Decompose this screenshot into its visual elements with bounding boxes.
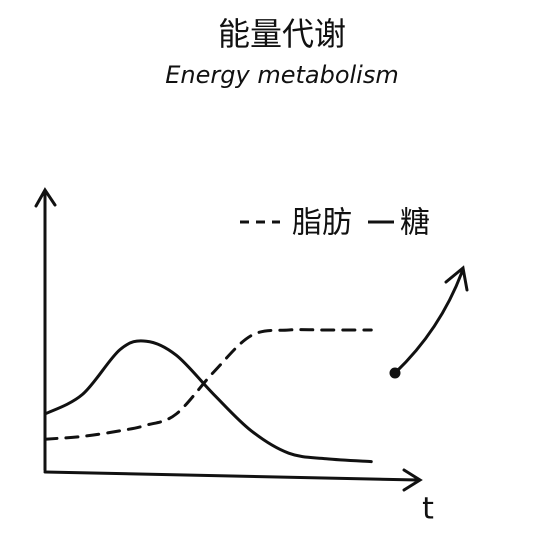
series-line xyxy=(43,328,373,441)
x-axis xyxy=(43,468,423,492)
series-line xyxy=(43,339,373,464)
arrow xyxy=(393,265,469,375)
legend-label: 脂肪 xyxy=(292,206,352,241)
legend-label: 糖 xyxy=(400,206,430,241)
legend: 脂肪 糖 xyxy=(240,206,430,241)
chart-title: 能量代谢 xyxy=(218,15,346,53)
x-axis-label: t xyxy=(422,492,434,527)
axes xyxy=(34,187,469,492)
y-axis xyxy=(34,187,57,472)
chart-subtitle: Energy metabolism xyxy=(165,61,398,89)
